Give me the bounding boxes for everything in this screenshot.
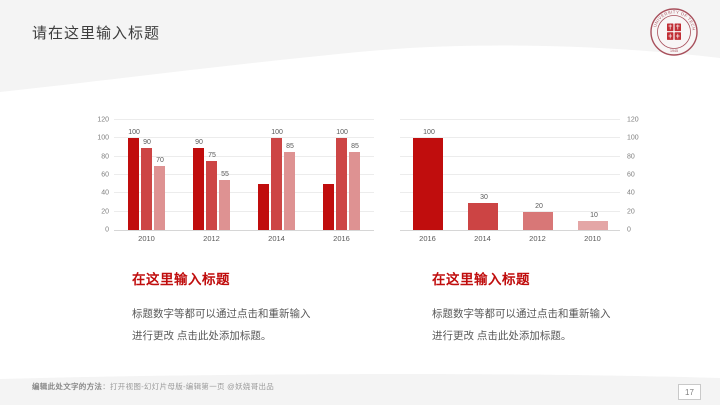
x-axis-label: 2016 [419, 234, 436, 243]
gridline [114, 137, 374, 139]
data-label: 100 [336, 129, 348, 137]
bar-group: 100 [400, 120, 455, 230]
bar: 30 [467, 194, 498, 230]
bar-group: 100 90 70 [114, 120, 179, 230]
bar: 20 [522, 203, 553, 230]
y-axis-tick: 40 [101, 189, 109, 197]
text-section-right: 在这里输入标题 标题数字等都可以通过点击和重新输入 进行更改 点击此处添加标题。 [432, 268, 702, 347]
x-axis-label: 2014 [474, 234, 491, 243]
page-number: 17 [685, 387, 694, 397]
bar: 100 [128, 129, 140, 230]
x-axis-label: 2012 [529, 234, 546, 243]
gridline [114, 210, 374, 212]
bar: 90 [193, 139, 204, 230]
footer-instruction: 编辑此处文字的方法：打开视图-幻灯片母版-编辑第一页 @妖娆哥出品 [32, 381, 274, 392]
bar: 85 [349, 143, 360, 230]
gridline [114, 174, 374, 175]
data-label: 100 [128, 129, 140, 137]
data-label: 90 [195, 138, 203, 146]
gridline [400, 119, 620, 120]
bar: 100 [271, 129, 283, 230]
bar: 100 [336, 129, 348, 230]
bar: 70 [154, 157, 165, 230]
data-label: 70 [156, 156, 164, 164]
plot-area: 100 30 20 10 [400, 119, 620, 231]
bar: 85 [284, 143, 295, 230]
footer-instruction-rest: ：打开视图-幻灯片母版-编辑第一页 @妖娆哥出品 [102, 382, 275, 391]
x-axis-label: 2012 [203, 234, 220, 243]
section-body-line: 进行更改 点击此处添加标题。 [432, 330, 572, 342]
gridline [400, 192, 620, 194]
section-body-line: 标题数字等都可以通过点击和重新输入 [432, 308, 611, 320]
section-body-line: 进行更改 点击此处添加标题。 [132, 330, 272, 342]
data-label: 85 [286, 143, 294, 151]
single-series-bar-chart: 100 30 20 10 2016 2014 2012 2010 0 20 40 60 80 100 120 [400, 116, 640, 252]
y-axis-tick: 100 [97, 134, 109, 142]
bar: 10 [577, 212, 608, 230]
gridline [400, 210, 620, 212]
y-axis-tick: 100 [627, 134, 639, 142]
bar-group: 100 85 [244, 120, 309, 230]
section-heading: 在这里输入标题 [132, 272, 230, 287]
data-label: 90 [143, 138, 151, 146]
page-number-badge: 17 [678, 384, 701, 400]
plot-area: 100 90 70 90 75 55 100 85 100 85 [114, 119, 374, 231]
data-label: 85 [351, 143, 359, 151]
section-body-line: 标题数字等都可以通过点击和重新输入 [132, 308, 311, 320]
bar [258, 184, 269, 230]
bar [323, 184, 334, 230]
x-axis-label: 2016 [333, 234, 350, 243]
y-axis-tick: 20 [627, 208, 635, 216]
bar-group: 20 [510, 120, 565, 230]
bar-group: 10 [565, 120, 620, 230]
bar-group: 90 75 55 [179, 120, 244, 230]
data-label: 55 [221, 170, 229, 178]
y-axis-tick: 0 [105, 226, 109, 234]
gridline [114, 192, 374, 194]
bar-group: 30 [455, 120, 510, 230]
y-axis-tick: 120 [627, 116, 639, 124]
y-axis-tick: 60 [101, 171, 109, 179]
bar: 100 [412, 129, 443, 230]
grouped-bar-chart: 0 20 40 60 80 100 120 100 90 70 90 75 55 100 85 100 85 20… [94, 116, 374, 252]
text-section-left: 在这里输入标题 标题数字等都可以通过点击和重新输入 进行更改 点击此处添加标题。 [132, 268, 402, 347]
data-label: 100 [423, 129, 435, 137]
data-label: 20 [535, 202, 543, 210]
y-axis-tick: 60 [627, 171, 635, 179]
top-swoosh-band [0, 0, 720, 92]
bar: 90 [141, 139, 152, 230]
gridline [400, 155, 620, 157]
footer-instruction-bold: 编辑此处文字的方法 [32, 382, 103, 391]
x-axis-label: 2010 [138, 234, 155, 243]
seal-center-emblem [667, 23, 681, 40]
data-label: 75 [208, 152, 216, 160]
bar: 75 [206, 152, 217, 230]
y-axis: 0 20 40 60 80 100 120 [620, 116, 640, 234]
data-label: 100 [271, 129, 283, 137]
seal-year-text: 1945 [670, 49, 678, 53]
y-axis-tick: 120 [97, 116, 109, 124]
y-axis-tick: 20 [101, 208, 109, 216]
bar: 55 [219, 171, 230, 230]
gridline [400, 137, 620, 139]
data-label: 10 [590, 211, 598, 219]
x-axis-label: 2014 [268, 234, 285, 243]
section-heading: 在这里输入标题 [432, 272, 530, 287]
seal-inner-ring [657, 15, 691, 49]
gridline [114, 119, 374, 120]
data-label: 30 [480, 193, 488, 201]
gridline [114, 155, 374, 157]
bar-group: 100 85 [309, 120, 374, 230]
y-axis-tick: 80 [627, 153, 635, 161]
university-seal-logo: UNIVERSITY OF TECHNOLOGY 1945 [648, 6, 698, 56]
y-axis-tick: 40 [627, 189, 635, 197]
y-axis: 0 20 40 60 80 100 120 [94, 116, 114, 234]
x-axis-label: 2010 [584, 234, 601, 243]
y-axis-tick: 0 [627, 226, 631, 234]
gridline [400, 174, 620, 175]
slide-title: 请在这里输入标题 [32, 25, 161, 42]
y-axis-tick: 80 [101, 153, 109, 161]
